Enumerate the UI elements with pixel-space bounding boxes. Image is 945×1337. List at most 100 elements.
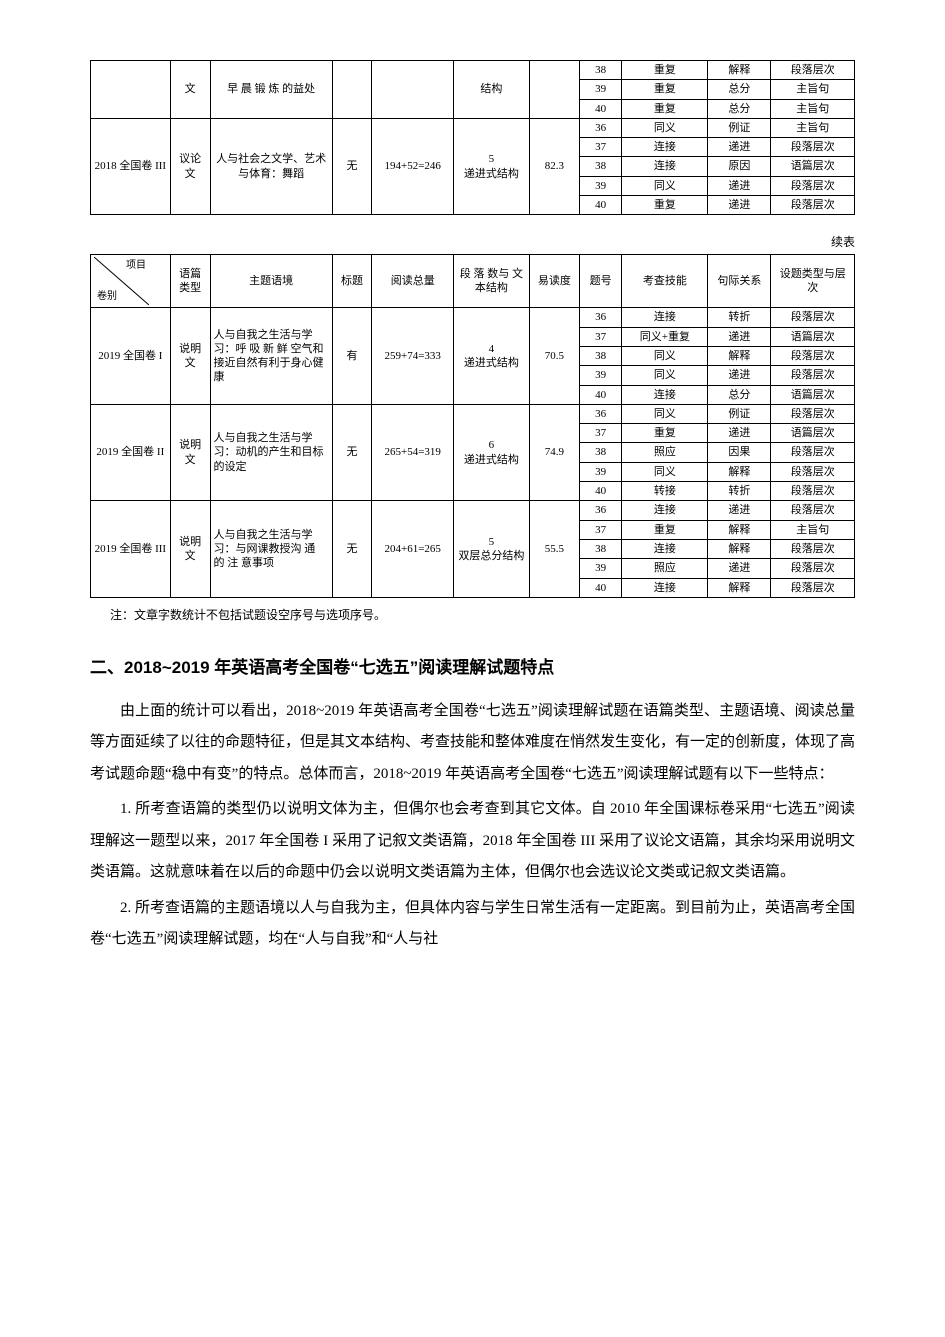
skill-cell: 重复 <box>622 520 708 539</box>
rel-cell: 递进 <box>708 501 771 520</box>
body-paragraph: 2. 所考查语篇的主题语境以人与自我为主，但具体内容与学生日常生活有一定距离。到… <box>90 893 855 956</box>
qnum-cell: 37 <box>579 424 621 443</box>
level-cell: 段落层次 <box>771 138 855 157</box>
rel-cell: 解释 <box>708 578 771 597</box>
skill-cell: 同义 <box>622 462 708 481</box>
title-cell: 有 <box>332 308 372 404</box>
header-words: 阅读总量 <box>372 255 454 308</box>
title-cell <box>332 61 372 119</box>
words-cell: 194+52=246 <box>372 118 454 214</box>
qnum-cell: 38 <box>579 61 621 80</box>
section-heading: 二、2018~2019 年英语高考全国卷“七选五”阅读理解试题特点 <box>90 653 855 678</box>
level-cell: 语篇层次 <box>771 157 855 176</box>
level-cell: 段落层次 <box>771 462 855 481</box>
header-struct: 段 落 数与 文 本结构 <box>453 255 529 308</box>
level-cell: 段落层次 <box>771 308 855 327</box>
rel-cell: 转折 <box>708 482 771 501</box>
type-cell: 说明文 <box>170 308 210 404</box>
qnum-cell: 38 <box>579 157 621 176</box>
skill-cell: 连接 <box>622 385 708 404</box>
level-cell: 段落层次 <box>771 501 855 520</box>
rel-cell: 例证 <box>708 118 771 137</box>
theme-cell: 人与社会之文学、艺术与体育：舞蹈 <box>210 118 332 214</box>
skill-cell: 重复 <box>622 80 708 99</box>
rel-cell: 总分 <box>708 99 771 118</box>
qnum-cell: 37 <box>579 138 621 157</box>
level-cell: 段落层次 <box>771 176 855 195</box>
level-cell: 段落层次 <box>771 559 855 578</box>
rel-cell: 递进 <box>708 559 771 578</box>
skill-cell: 同义 <box>622 346 708 365</box>
header-qnum: 题号 <box>579 255 621 308</box>
rel-cell: 递进 <box>708 366 771 385</box>
qnum-cell: 38 <box>579 443 621 462</box>
rel-cell: 总分 <box>708 385 771 404</box>
analysis-table-2019: 项目 卷别 语篇类型 主题语境 标题 阅读总量 段 落 数与 文 本结构 易读度… <box>90 254 855 597</box>
rel-cell: 原因 <box>708 157 771 176</box>
rel-cell: 因果 <box>708 443 771 462</box>
qnum-cell: 39 <box>579 366 621 385</box>
skill-cell: 重复 <box>622 196 708 215</box>
header-theme: 主题语境 <box>210 255 332 308</box>
level-cell: 段落层次 <box>771 578 855 597</box>
rel-cell: 解释 <box>708 539 771 558</box>
rel-cell: 递进 <box>708 196 771 215</box>
rel-cell: 递进 <box>708 138 771 157</box>
body-paragraph: 由上面的统计可以看出，2018~2019 年英语高考全国卷“七选五”阅读理解试题… <box>90 696 855 791</box>
qnum-cell: 38 <box>579 346 621 365</box>
rel-cell: 解释 <box>708 520 771 539</box>
title-cell: 无 <box>332 404 372 500</box>
paper-cell: 2019 全国卷 II <box>91 404 171 500</box>
skill-cell: 同义 <box>622 176 708 195</box>
words-cell: 265+54=319 <box>372 404 454 500</box>
table-header-row: 项目 卷别 语篇类型 主题语境 标题 阅读总量 段 落 数与 文 本结构 易读度… <box>91 255 855 308</box>
qnum-cell: 36 <box>579 118 621 137</box>
level-cell: 段落层次 <box>771 482 855 501</box>
level-cell: 主旨句 <box>771 118 855 137</box>
table-row: 2019 全国卷 I说明文人与自我之生活与学习：呼 吸 新 鲜 空气和接近自然有… <box>91 308 855 327</box>
level-cell: 段落层次 <box>771 539 855 558</box>
level-cell: 语篇层次 <box>771 424 855 443</box>
qnum-cell: 40 <box>579 578 621 597</box>
theme-cell: 早 晨 锻 炼 的益处 <box>210 61 332 119</box>
skill-cell: 连接 <box>622 539 708 558</box>
skill-cell: 同义 <box>622 366 708 385</box>
skill-cell: 连接 <box>622 138 708 157</box>
skill-cell: 连接 <box>622 501 708 520</box>
qnum-cell: 36 <box>579 501 621 520</box>
theme-cell: 人与自我之生活与学习：动机的产生和目标的设定 <box>210 404 332 500</box>
type-cell: 议论文 <box>170 118 210 214</box>
continued-label: 续表 <box>90 233 855 250</box>
skill-cell: 同义 <box>622 404 708 423</box>
header-level: 设题类型与层次 <box>771 255 855 308</box>
qnum-cell: 40 <box>579 385 621 404</box>
qnum-cell: 40 <box>579 196 621 215</box>
theme-cell: 人与自我之生活与学习：呼 吸 新 鲜 空气和接近自然有利于身心健康 <box>210 308 332 404</box>
level-cell: 段落层次 <box>771 196 855 215</box>
words-cell: 204+61=265 <box>372 501 454 597</box>
qnum-cell: 37 <box>579 520 621 539</box>
level-cell: 段落层次 <box>771 443 855 462</box>
title-cell: 无 <box>332 501 372 597</box>
ease-cell: 82.3 <box>529 118 579 214</box>
level-cell: 段落层次 <box>771 366 855 385</box>
qnum-cell: 38 <box>579 539 621 558</box>
title-cell: 无 <box>332 118 372 214</box>
level-cell: 语篇层次 <box>771 385 855 404</box>
table-note: 注：文章字数统计不包括试题设空序号与选项序号。 <box>110 606 855 623</box>
struct-cell: 5 双层总分结构 <box>453 501 529 597</box>
level-cell: 主旨句 <box>771 99 855 118</box>
diag-top: 项目 <box>126 259 146 272</box>
paper-cell <box>91 61 171 119</box>
paper-cell: 2019 全国卷 I <box>91 308 171 404</box>
skill-cell: 转接 <box>622 482 708 501</box>
skill-cell: 同义 <box>622 118 708 137</box>
table-row: 2019 全国卷 II说明文人与自我之生活与学习：动机的产生和目标的设定无265… <box>91 404 855 423</box>
qnum-cell: 39 <box>579 176 621 195</box>
qnum-cell: 36 <box>579 404 621 423</box>
ease-cell: 70.5 <box>529 308 579 404</box>
level-cell: 段落层次 <box>771 346 855 365</box>
type-cell: 说明文 <box>170 404 210 500</box>
table-row: 2019 全国卷 III说明文人与自我之生活与学习：与网课教授沟 通 的 注 意… <box>91 501 855 520</box>
ease-cell: 74.9 <box>529 404 579 500</box>
